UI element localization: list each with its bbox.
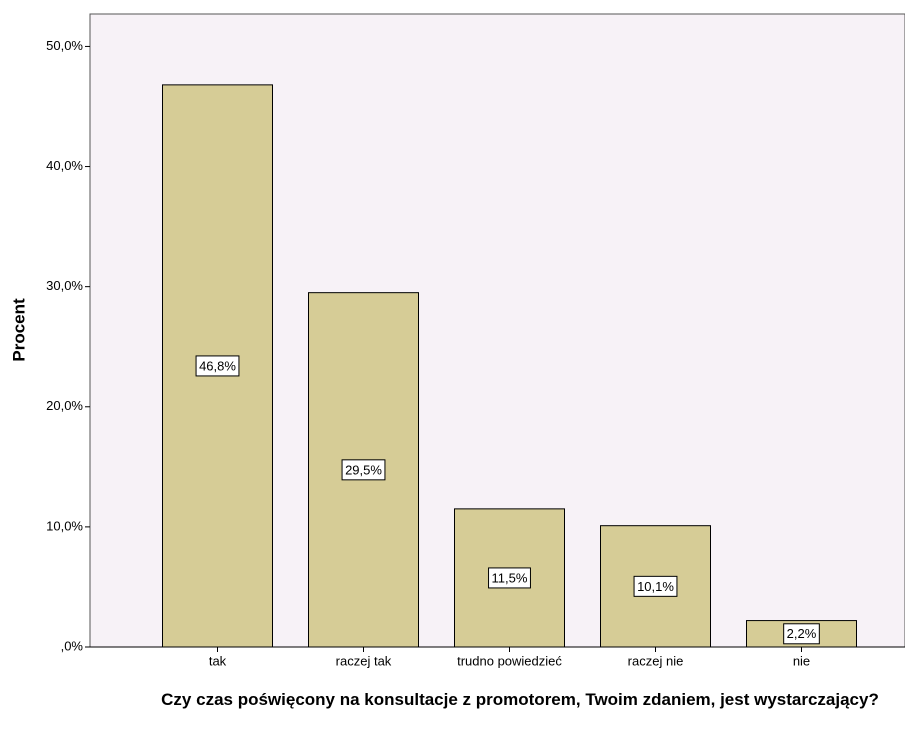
- value-label: 10,1%: [637, 579, 674, 594]
- x-tick-label: raczej nie: [628, 653, 684, 668]
- value-label-box: [341, 459, 386, 481]
- y-tick-label: 10,0%: [46, 518, 83, 533]
- x-axis-title: Czy czas poświęcony na konsultacje z pro…: [161, 690, 879, 709]
- y-tick-label: 50,0%: [46, 38, 83, 53]
- value-label: 46,8%: [199, 358, 236, 373]
- y-tick-label: 40,0%: [46, 158, 83, 173]
- value-label-box: [783, 623, 820, 645]
- value-label-box: [633, 575, 678, 597]
- y-tick-label: 20,0%: [46, 398, 83, 413]
- y-tick-label: 30,0%: [46, 278, 83, 293]
- y-tick-label: ,0%: [61, 638, 84, 653]
- y-axis-title: Procent: [9, 298, 28, 362]
- value-label-box: [488, 567, 531, 589]
- value-label: 29,5%: [345, 462, 382, 477]
- x-tick-label: raczej tak: [336, 653, 392, 668]
- value-label: 2,2%: [787, 626, 817, 641]
- x-tick-label: tak: [209, 653, 227, 668]
- x-tick-label: nie: [793, 653, 810, 668]
- x-tick-label: trudno powiedzieć: [457, 653, 562, 668]
- value-label-box: [195, 355, 240, 377]
- value-label: 11,5%: [492, 570, 528, 585]
